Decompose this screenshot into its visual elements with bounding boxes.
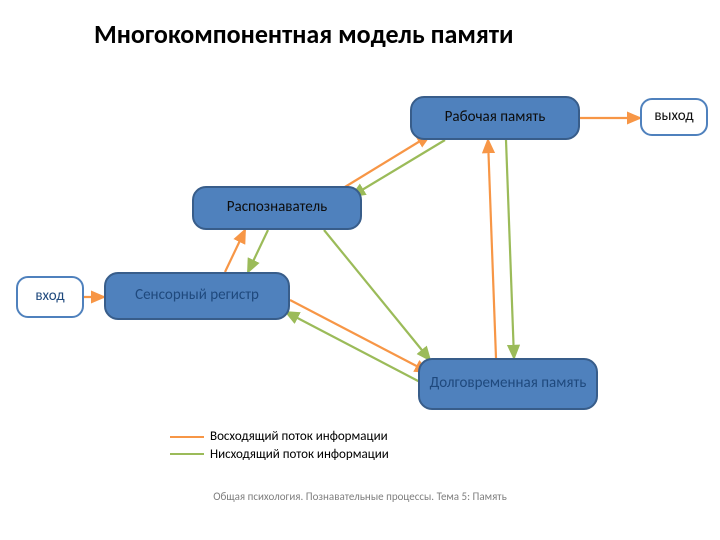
legend-label: Нисходящий поток информации	[210, 447, 389, 462]
arrow	[225, 230, 245, 272]
arrow	[488, 140, 496, 358]
legend-row: Нисходящий поток информации	[170, 446, 389, 464]
slide-title: Многокомпонентная модель памяти	[94, 18, 513, 50]
arrow	[324, 230, 430, 360]
arrow	[248, 230, 268, 272]
node-sensor-label: Сенсорный регистр	[135, 287, 259, 304]
node-longterm-label: Долговременная память	[430, 375, 587, 392]
node-recognizer-label: Распознаватель	[227, 199, 327, 216]
footer-text: Общая психология. Познавательные процесс…	[0, 490, 720, 503]
node-input: вход	[16, 276, 84, 318]
legend-row: Восходящий поток информации	[170, 428, 389, 446]
node-working-label: Рабочая память	[445, 109, 546, 126]
legend-swatch	[170, 453, 204, 455]
node-output-label: выход	[654, 108, 693, 125]
arrow	[340, 135, 430, 190]
arrow	[286, 312, 420, 382]
legend-label: Восходящий поток информации	[210, 429, 388, 444]
node-recognizer: Распознаватель	[192, 186, 362, 230]
node-sensor: Сенсорный регистр	[104, 272, 290, 320]
arrow	[352, 140, 445, 196]
arrow	[506, 140, 514, 358]
node-input-label: вход	[35, 288, 64, 305]
slide: Многокомпонентная модель памяти вход Сен…	[0, 0, 720, 540]
legend: Восходящий поток информации Нисходящий по…	[170, 428, 389, 463]
node-output: выход	[640, 98, 708, 136]
node-longterm: Долговременная память	[418, 358, 598, 410]
arrow	[290, 300, 428, 372]
node-working: Рабочая память	[410, 96, 580, 140]
legend-swatch	[170, 436, 204, 438]
